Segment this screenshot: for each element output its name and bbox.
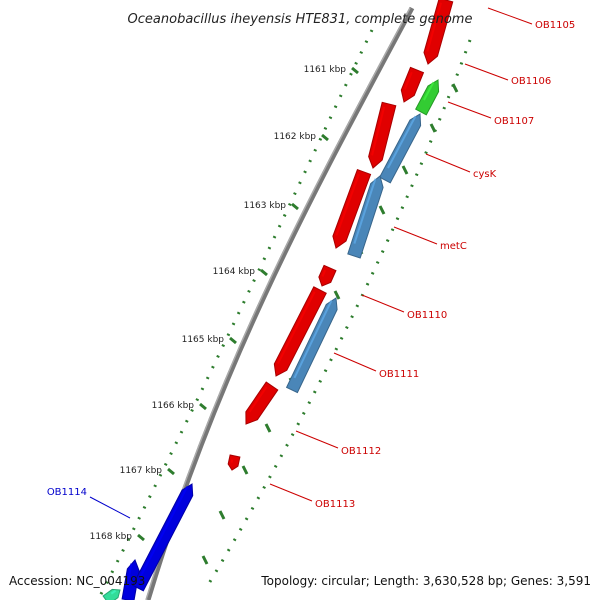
gene-label-ob1112[interactable]: OB1112 — [341, 446, 381, 457]
gene-feature-extra-4[interactable] — [102, 588, 121, 600]
kbp-tick — [167, 467, 175, 476]
gene-feature-metc-highlight — [353, 178, 377, 244]
leader-line-ob1105 — [487, 7, 533, 25]
kbp-tick — [229, 336, 237, 345]
tick-label-6: 1167 kbp — [120, 466, 163, 476]
gene-feature-ob1107[interactable] — [415, 79, 440, 116]
tick-label-3: 1164 kbp — [213, 267, 256, 277]
gene-label-cysk[interactable]: cysK — [473, 169, 497, 180]
leader-line-ob1114 — [89, 496, 131, 519]
gene-feature-ob1110[interactable] — [318, 264, 337, 287]
tick-mark — [401, 165, 409, 175]
kbp-tick — [199, 402, 207, 411]
gene-feature-extra-2-highlight — [277, 291, 316, 364]
tick-mark — [451, 83, 459, 93]
tick-mark — [241, 465, 249, 475]
inner-tick-ring — [203, 39, 472, 591]
tick-label-5: 1166 kbp — [152, 401, 195, 411]
gene-feature-cysk-highlight — [387, 115, 417, 169]
leader-line-ob1112 — [295, 430, 339, 449]
outer-tick-ring — [96, 29, 374, 600]
leader-line-metc — [393, 226, 438, 245]
gene-feature-ob1112-highlight — [248, 386, 268, 413]
leader-line-ob1110 — [361, 294, 405, 313]
gene-feature-ob1105[interactable] — [423, 0, 454, 65]
leader-line-ob1107 — [447, 101, 492, 119]
gene-feature-ob1112[interactable] — [245, 381, 279, 425]
genome-backbone-shade — [145, 7, 411, 600]
kbp-tick — [137, 533, 145, 542]
gene-feature-ob1110-highlight — [321, 269, 327, 277]
gene-feature-ob1113[interactable] — [227, 454, 241, 471]
leader-line-ob1106 — [464, 63, 509, 81]
gene-label-ob1107[interactable]: OB1107 — [494, 116, 534, 127]
kbp-tick — [260, 268, 268, 277]
gene-label-ob1113[interactable]: OB1113 — [315, 499, 355, 510]
gene-label-ob1111[interactable]: OB1111 — [379, 369, 419, 380]
gene-feature-extra-2[interactable] — [273, 286, 327, 377]
gene-label-ob1106[interactable]: OB1106 — [511, 76, 551, 87]
tick-mark — [201, 555, 209, 565]
gene-feature-ob1113-highlight — [230, 459, 234, 463]
gene-feature-ob1106[interactable] — [400, 66, 425, 103]
label-layer: OB1105 OB1106 OB1107 cysK metC OB1110 OB1111 OB… — [47, 7, 575, 519]
accession-label: Accession: NC_004193 — [9, 574, 146, 588]
gene-feature-extra-3-highlight — [126, 563, 133, 588]
gene-label-ob1114[interactable]: OB1114 — [47, 487, 87, 498]
gene-feature-extra-3[interactable] — [121, 559, 140, 600]
leader-line-ob1113 — [269, 483, 313, 502]
gene-feature-extra-1[interactable] — [332, 168, 372, 249]
gene-label-ob1110[interactable]: OB1110 — [407, 310, 447, 321]
gene-feature-extra-0[interactable] — [368, 101, 397, 169]
tick-label-2: 1163 kbp — [244, 201, 287, 211]
gene-feature-ob1107-highlight — [423, 81, 435, 101]
gene-label-metc[interactable]: metC — [440, 241, 467, 252]
tick-label-4: 1165 kbp — [182, 335, 225, 345]
topology-label: Topology: circular; Length: 3,630,528 bp… — [261, 574, 591, 588]
kbp-tick — [291, 202, 299, 211]
kbp-tick — [321, 133, 329, 142]
gene-feature-extra-4-highlight — [110, 589, 117, 595]
leader-line-cysk — [425, 153, 471, 173]
tick-label-0: 1161 kbp — [304, 65, 347, 75]
gene-feature-extra-0-highlight — [371, 106, 386, 156]
gene-feature-ob1114-highlight — [139, 485, 189, 577]
gene-feature-ob1111-highlight — [293, 299, 333, 379]
gene-layer — [102, 0, 454, 600]
tick-mark — [218, 510, 226, 520]
leader-line-ob1111 — [333, 352, 377, 372]
tick-label-1: 1162 kbp — [274, 132, 317, 142]
tick-mark — [264, 423, 272, 433]
gene-feature-extra-1-highlight — [335, 174, 360, 236]
gene-feature-ob1105-highlight — [426, 2, 443, 52]
tick-mark — [429, 123, 437, 133]
gene-feature-ob1106-highlight — [403, 71, 413, 90]
tick-label-7: 1168 kbp — [90, 532, 133, 542]
tick-mark — [378, 205, 386, 215]
gene-label-ob1105[interactable]: OB1105 — [535, 20, 575, 31]
kbp-tick — [351, 66, 359, 75]
tick-mark — [333, 290, 341, 300]
genome-backbone — [145, 6, 415, 600]
map-title: Oceanobacillus iheyensis HTE831, complet… — [128, 12, 473, 27]
